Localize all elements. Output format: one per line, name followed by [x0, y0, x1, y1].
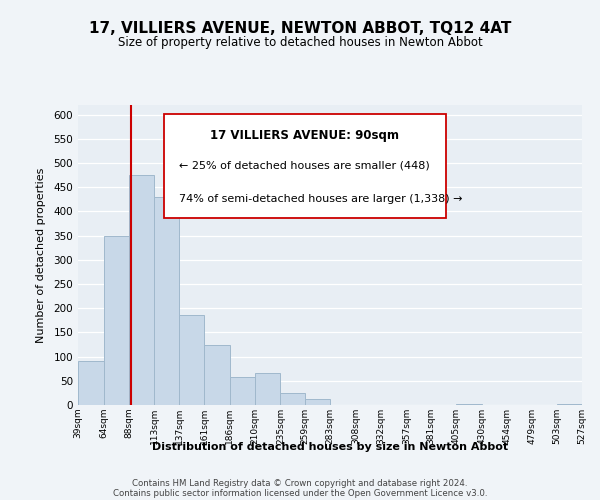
Bar [78, 362, 104, 405]
Bar [305, 399, 330, 405]
Bar [254, 372, 280, 405]
Bar [557, 404, 582, 405]
Bar [154, 197, 179, 405]
Bar [230, 378, 254, 405]
FancyBboxPatch shape [164, 114, 446, 218]
Bar [128, 175, 154, 405]
Bar [104, 236, 128, 405]
Text: Contains HM Land Registry data © Crown copyright and database right 2024.
Contai: Contains HM Land Registry data © Crown c… [113, 479, 487, 498]
Text: 17, VILLIERS AVENUE, NEWTON ABBOT, TQ12 4AT: 17, VILLIERS AVENUE, NEWTON ABBOT, TQ12 … [89, 21, 511, 36]
Text: 17 VILLIERS AVENUE: 90sqm: 17 VILLIERS AVENUE: 90sqm [211, 129, 400, 142]
Text: Size of property relative to detached houses in Newton Abbot: Size of property relative to detached ho… [118, 36, 482, 49]
Bar [280, 393, 305, 405]
Text: 74% of semi-detached houses are larger (1,338) →: 74% of semi-detached houses are larger (… [179, 194, 463, 203]
Text: ← 25% of detached houses are smaller (448): ← 25% of detached houses are smaller (44… [179, 160, 430, 170]
Y-axis label: Number of detached properties: Number of detached properties [37, 168, 46, 342]
Text: Distribution of detached houses by size in Newton Abbot: Distribution of detached houses by size … [152, 442, 508, 452]
Bar [179, 316, 204, 405]
Bar [204, 346, 230, 405]
Bar [456, 404, 482, 405]
